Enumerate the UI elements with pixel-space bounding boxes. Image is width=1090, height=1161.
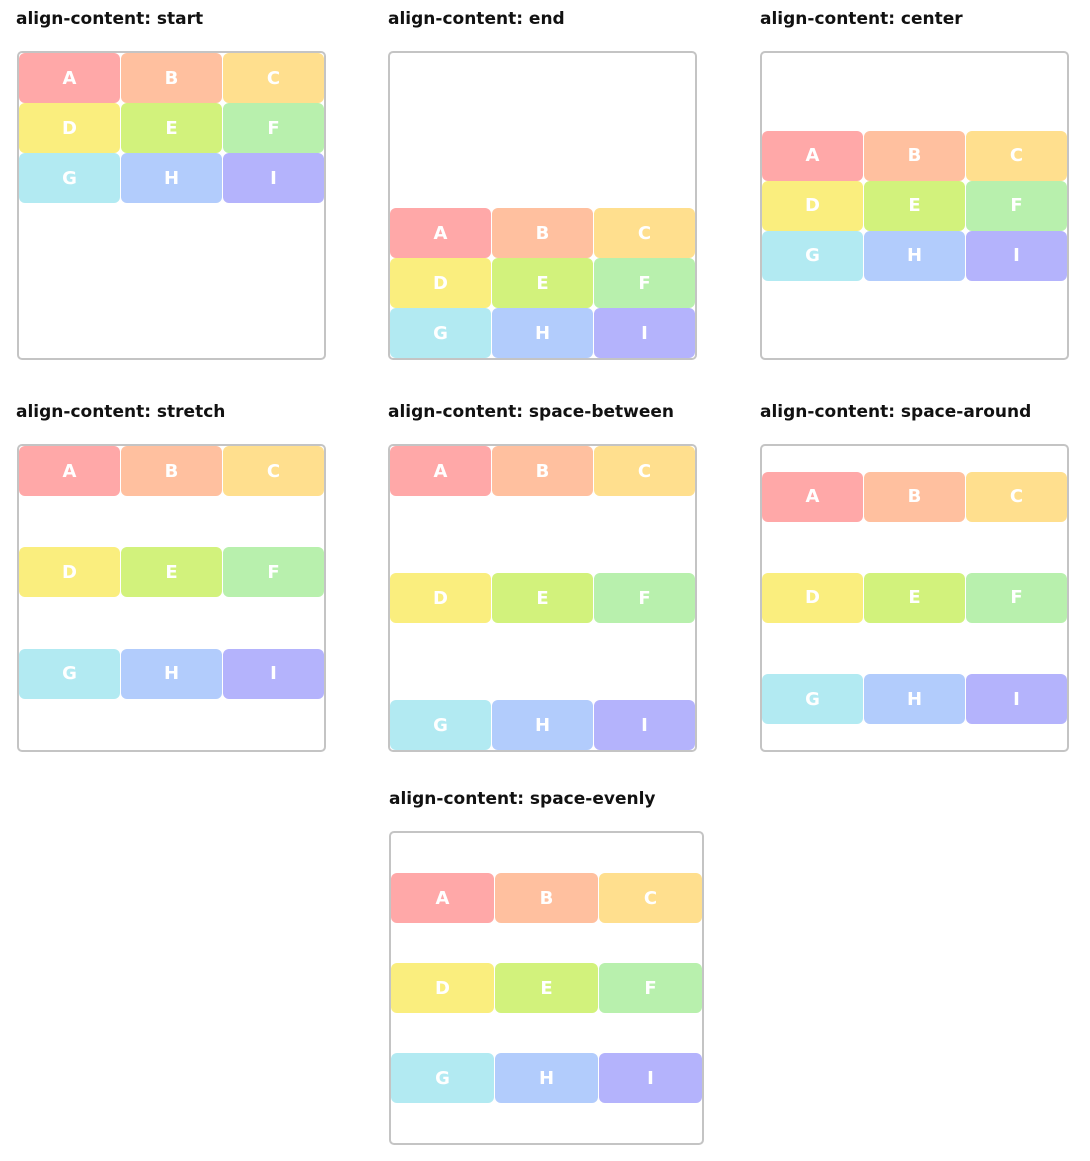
panel-title: align-content: space-between (388, 402, 675, 422)
grid-item: A (762, 130, 863, 181)
grid-item: G (390, 700, 491, 750)
grid-item: C (599, 873, 702, 923)
grid-item: H (121, 153, 222, 203)
grid-item: G (391, 1053, 494, 1103)
panel-title: align-content: space-evenly (389, 789, 656, 809)
grid-item: B (121, 446, 222, 496)
grid-item: D (762, 180, 863, 231)
grid-item: F (966, 180, 1067, 231)
grid-item: E (492, 573, 593, 623)
grid-item: B (864, 471, 965, 522)
grid-item: D (390, 258, 491, 308)
grid-item: C (966, 471, 1067, 522)
grid-item: B (492, 446, 593, 496)
grid-item: C (594, 208, 695, 258)
panel-title: align-content: stretch (16, 402, 226, 422)
grid-item: G (762, 230, 863, 281)
grid-item: C (223, 53, 324, 103)
grid-item: F (223, 547, 324, 598)
grid-item: D (391, 963, 494, 1013)
grid-item: A (19, 446, 120, 496)
grid-item: I (966, 674, 1067, 725)
grid-item: E (864, 180, 965, 231)
panel-title: align-content: center (760, 9, 963, 29)
grid-item: G (390, 308, 491, 358)
grid-item: B (121, 53, 222, 103)
grid-item: F (594, 258, 695, 308)
grid-item: E (492, 258, 593, 308)
panel-title: align-content: space-around (760, 402, 1032, 422)
grid-item: E (121, 547, 222, 598)
grid-item: F (599, 963, 702, 1013)
grid-item: F (966, 572, 1067, 623)
grid-item: A (391, 873, 494, 923)
grid-item: H (492, 700, 593, 750)
grid-item: I (594, 308, 695, 358)
grid-item: I (594, 700, 695, 750)
panel-title: align-content: start (16, 9, 204, 29)
grid-item: A (762, 471, 863, 522)
grid-item: F (223, 103, 324, 153)
grid-item: B (495, 873, 598, 923)
grid-item: H (864, 230, 965, 281)
grid-item: F (594, 573, 695, 623)
grid-item: D (390, 573, 491, 623)
panel-title: align-content: end (388, 9, 565, 29)
grid-item: C (966, 130, 1067, 181)
grid-item: C (223, 446, 324, 496)
grid-item: I (223, 153, 324, 203)
grid-item: C (594, 446, 695, 496)
grid-item: A (390, 446, 491, 496)
grid-item: E (495, 963, 598, 1013)
grid-item: A (19, 53, 120, 103)
grid-item: B (864, 130, 965, 181)
grid-item: H (121, 648, 222, 699)
grid-item: I (223, 648, 324, 699)
grid-item: H (495, 1053, 598, 1103)
grid-item: G (762, 674, 863, 725)
grid-item: E (864, 572, 965, 623)
grid-item: G (19, 648, 120, 699)
grid-item: D (19, 547, 120, 598)
grid-item: G (19, 153, 120, 203)
grid-item: D (19, 103, 120, 153)
grid-item: H (492, 308, 593, 358)
grid-item: A (390, 208, 491, 258)
grid-item: D (762, 572, 863, 623)
grid-item: B (492, 208, 593, 258)
grid-item: I (966, 230, 1067, 281)
grid-item: I (599, 1053, 702, 1103)
grid-item: E (121, 103, 222, 153)
grid-item: H (864, 674, 965, 725)
